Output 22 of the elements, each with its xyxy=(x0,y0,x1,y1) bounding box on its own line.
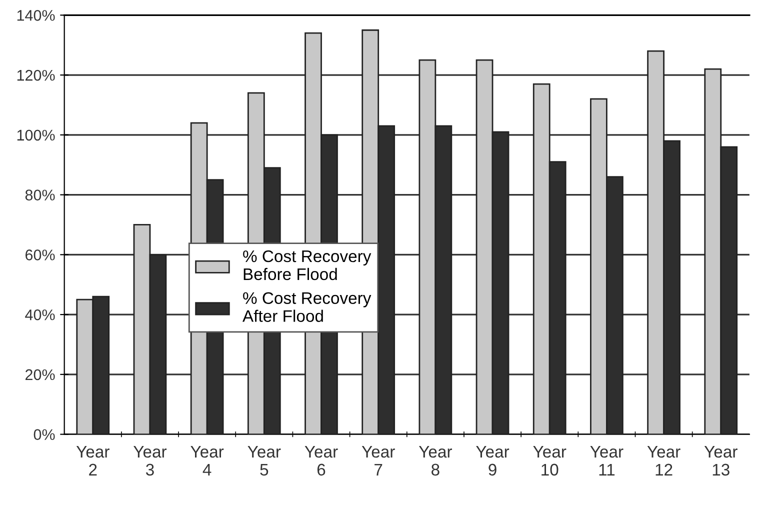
x-tick-label: Year 3 xyxy=(134,446,167,476)
y-tick-label: 20% xyxy=(26,369,55,380)
legend-label: % Cost Recovery After Flood xyxy=(242,292,372,322)
x-tick-label: Year 12 xyxy=(647,446,680,476)
x-tick-label: Year 8 xyxy=(418,446,452,476)
y-tick-label: 120% xyxy=(17,70,55,81)
y-tick-label: 40% xyxy=(25,309,55,320)
y-tick-label: 140% xyxy=(17,10,55,21)
x-tick-label: Year 7 xyxy=(362,446,395,476)
x-tick-label: Year 4 xyxy=(190,446,224,476)
x-tick-label: Year 10 xyxy=(533,446,566,476)
legend-label: % Cost Recovery Before Flood xyxy=(243,250,372,280)
x-tick-label: Year 13 xyxy=(704,446,738,476)
x-tick-label: Year 5 xyxy=(248,446,281,476)
y-tick-label: 100% xyxy=(17,130,55,141)
y-tick-label: 0% xyxy=(34,429,55,440)
x-tick-label: Year 2 xyxy=(76,446,110,476)
x-tick-label: Year 9 xyxy=(476,446,510,476)
y-tick-label: 80% xyxy=(25,190,55,200)
x-tick-label: Year 11 xyxy=(590,446,624,476)
y-tick-label: 60% xyxy=(26,250,55,260)
x-tick-label: Year 6 xyxy=(304,446,338,476)
